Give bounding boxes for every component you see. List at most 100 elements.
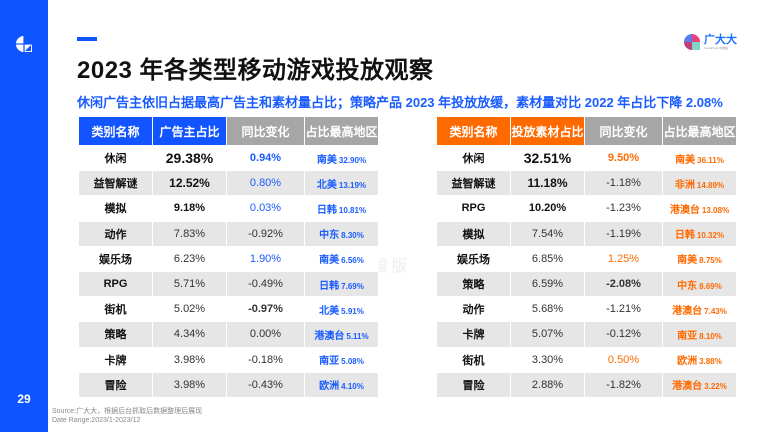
region-cell: 南美 32.90% <box>305 145 379 171</box>
share-cell: 7.54% <box>511 220 585 246</box>
table-row: 卡牌 5.07% -0.12% 南亚 8.10% <box>437 321 737 347</box>
logo-pie-icon <box>684 34 700 50</box>
page-title: 2023 年各类型移动游戏投放观察 <box>77 57 434 84</box>
table-row: 娱乐场 6.23% 1.90% 南美 6.56% <box>79 245 379 271</box>
region-cell: 南亚 5.08% <box>305 346 379 372</box>
creative-share-table: 类别名称 投放素材占比 同比变化 占比最高地区 休闲 32.51% 9.50% … <box>437 117 737 397</box>
region-cell: 港澳台 13.08% <box>663 195 737 221</box>
region-cell: 南美 36.11% <box>663 145 737 171</box>
region-cell: 非洲 14.89% <box>663 170 737 196</box>
share-cell: 5.71% <box>153 270 227 297</box>
category-cell: 街机 <box>437 346 511 372</box>
advertiser-share-table: 类别名称 广告主占比 同比变化 占比最高地区 休闲 29.38% 0.94% 南… <box>79 117 379 397</box>
category-cell: 休闲 <box>437 145 511 171</box>
table-row: 模拟 9.18% 0.03% 日韩 10.81% <box>79 195 379 221</box>
share-cell: 12.52% <box>153 170 227 196</box>
region-cell: 日韩 7.69% <box>305 270 379 297</box>
share-cell: 3.30% <box>511 346 585 372</box>
category-cell: 卡牌 <box>437 321 511 347</box>
table-row: 动作 7.83% -0.92% 中东 8.30% <box>79 220 379 246</box>
page-subtitle: 休闲广告主依旧占据最高广告主和素材量占比；策略产品 2023 年投放放缓，素材量… <box>77 95 723 110</box>
category-cell: 模拟 <box>79 195 153 221</box>
logo-name: 广大大 <box>704 33 737 46</box>
category-cell: 娱乐场 <box>437 245 511 271</box>
region-cell: 日韩 10.32% <box>663 220 737 246</box>
region-cell: 欧洲 4.10% <box>305 371 379 397</box>
yoy-cell: -1.23% <box>585 195 663 221</box>
table-row: 卡牌 3.98% -0.18% 南亚 5.08% <box>79 346 379 372</box>
category-cell: 卡牌 <box>79 346 153 372</box>
sidebar: 29 <box>0 0 48 432</box>
share-cell: 32.51% <box>511 145 585 171</box>
brand-logo: 广大大 SocialPeta 中国版 <box>684 34 737 50</box>
category-cell: 冒险 <box>437 371 511 397</box>
share-cell: 5.07% <box>511 321 585 347</box>
title-accent-bar <box>77 37 97 41</box>
share-cell: 6.59% <box>511 270 585 297</box>
date-range-text: Date Range:2023/1-2023/12 <box>52 417 141 424</box>
yoy-cell: 0.80% <box>227 170 305 196</box>
yoy-cell: -0.43% <box>227 371 305 397</box>
share-cell: 29.38% <box>153 145 227 171</box>
brand-pie-icon <box>16 36 32 52</box>
table-row: 冒险 3.98% -0.43% 欧洲 4.10% <box>79 371 379 397</box>
yoy-cell: -0.49% <box>227 270 305 297</box>
region-cell: 港澳台 5.11% <box>305 321 379 347</box>
table-row: 冒险 2.88% -1.82% 港澳台 3.22% <box>437 371 737 397</box>
share-cell: 10.20% <box>511 195 585 221</box>
category-cell: 动作 <box>437 296 511 322</box>
column-header: 投放素材占比 <box>511 117 585 145</box>
column-header: 类别名称 <box>79 117 153 145</box>
region-cell: 北美 13.19% <box>305 170 379 196</box>
region-cell: 日韩 10.81% <box>305 195 379 221</box>
yoy-cell: 0.50% <box>585 346 663 372</box>
table-row: 街机 3.30% 0.50% 欧洲 3.88% <box>437 346 737 372</box>
share-cell: 5.68% <box>511 296 585 322</box>
share-cell: 2.88% <box>511 371 585 397</box>
category-cell: 动作 <box>79 220 153 246</box>
yoy-cell: -0.92% <box>227 220 305 246</box>
category-cell: RPG <box>437 195 511 221</box>
column-header: 占比最高地区 <box>305 117 379 145</box>
region-cell: 港澳台 3.22% <box>663 371 737 397</box>
category-cell: 街机 <box>79 296 153 322</box>
table-row: 娱乐场 6.85% 1.25% 南美 8.75% <box>437 245 737 271</box>
column-header: 广告主占比 <box>153 117 227 145</box>
table-row: 休闲 32.51% 9.50% 南美 36.11% <box>437 145 737 171</box>
yoy-cell: -1.19% <box>585 220 663 246</box>
region-cell: 港澳台 7.43% <box>663 296 737 322</box>
category-cell: 策略 <box>437 270 511 297</box>
source-note: Source:广大大，根据后台抓取后数据整理后展现 Date Range:202… <box>52 407 202 425</box>
yoy-cell: 0.03% <box>227 195 305 221</box>
region-cell: 中东 8.30% <box>305 220 379 246</box>
yoy-cell: -1.82% <box>585 371 663 397</box>
table-row: RPG 10.20% -1.23% 港澳台 13.08% <box>437 195 737 221</box>
share-cell: 4.34% <box>153 321 227 347</box>
share-cell: 6.85% <box>511 245 585 271</box>
page-number: 29 <box>17 392 31 406</box>
source-text: Source:广大大，根据后台抓取后数据整理后展现 <box>52 408 203 415</box>
yoy-cell: 9.50% <box>585 145 663 171</box>
category-cell: 策略 <box>79 321 153 347</box>
table-row: 街机 5.02% -0.97% 北美 5.91% <box>79 296 379 322</box>
column-header: 同比变化 <box>585 117 663 145</box>
category-cell: RPG <box>79 270 153 297</box>
region-cell: 北美 5.91% <box>305 296 379 322</box>
column-header: 占比最高地区 <box>663 117 737 145</box>
share-cell: 3.98% <box>153 346 227 372</box>
logo-tagline: SocialPeta 中国版 <box>704 45 729 50</box>
table-row: 策略 4.34% 0.00% 港澳台 5.11% <box>79 321 379 347</box>
yoy-cell: 1.90% <box>227 245 305 271</box>
share-cell: 3.98% <box>153 371 227 397</box>
category-cell: 益智解谜 <box>437 170 511 196</box>
category-cell: 休闲 <box>79 145 153 171</box>
yoy-cell: -0.12% <box>585 321 663 347</box>
yoy-cell: 1.25% <box>585 245 663 271</box>
region-cell: 南美 8.75% <box>663 245 737 271</box>
region-cell: 南亚 8.10% <box>663 321 737 347</box>
share-cell: 6.23% <box>153 245 227 271</box>
region-cell: 南美 6.56% <box>305 245 379 271</box>
table-row: 休闲 29.38% 0.94% 南美 32.90% <box>79 145 379 171</box>
yoy-cell: -1.18% <box>585 170 663 196</box>
table-row: 策略 6.59% -2.08% 中东 8.69% <box>437 270 737 297</box>
